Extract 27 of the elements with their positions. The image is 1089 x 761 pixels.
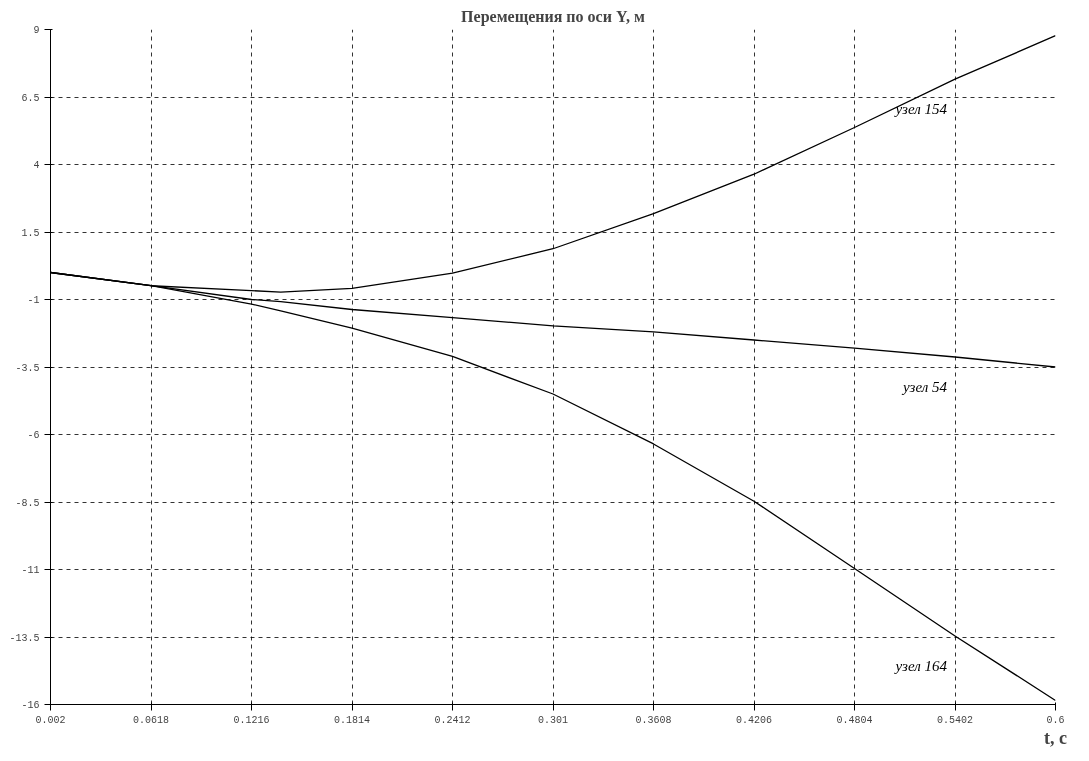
x-tick-label: 0.3608 — [635, 714, 672, 726]
y-tick-label: -3.5 — [15, 362, 40, 374]
x-tick-label: 0.002 — [35, 714, 66, 726]
x-tick-label: 0.1814 — [334, 714, 371, 726]
x-tick-label: 0.4206 — [736, 714, 773, 726]
series-label: узел 164 — [893, 657, 948, 674]
series-label: узел 54 — [901, 379, 948, 396]
x-tick-label: 0.301 — [538, 714, 569, 726]
y-tick-label: -6 — [27, 430, 40, 441]
y-tick-label: -8.5 — [15, 497, 40, 509]
x-tick-label: 0.0618 — [133, 714, 170, 726]
y-tick-label: 6.5 — [21, 92, 40, 104]
y-tick-label: -16 — [21, 700, 40, 711]
x-tick-label: 0.1216 — [233, 714, 270, 726]
y-tick-label: -11 — [21, 565, 40, 576]
y-tick-label: 1.5 — [21, 227, 40, 239]
x-tick-label: 0.5402 — [937, 714, 974, 726]
x-tick-label: 0.6 — [1046, 714, 1065, 726]
x-tick-label: 0.4804 — [836, 714, 873, 726]
x-axis-title: t, с — [1044, 727, 1067, 748]
y-tick-label: 9 — [33, 25, 40, 36]
y-tick-label: -1 — [27, 295, 40, 306]
y-tick-label: 4 — [33, 160, 40, 171]
series-label: узел 154 — [893, 101, 948, 118]
y-tick-label: -13.5 — [9, 632, 40, 644]
chart-title: Перемещения по оси Y, м — [461, 7, 645, 26]
x-tick-label: 0.2412 — [434, 714, 471, 726]
